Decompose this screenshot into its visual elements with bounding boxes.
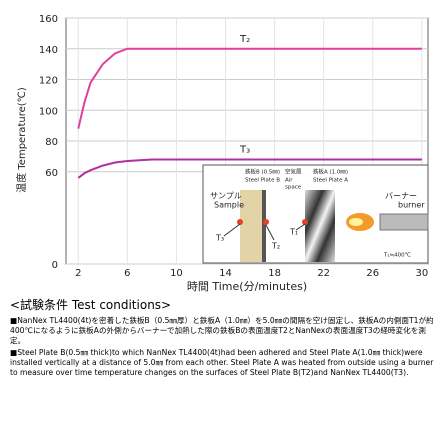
inset-label: space	[285, 185, 302, 191]
sensor-t2	[263, 219, 269, 225]
inset-label: T₃	[215, 234, 224, 243]
y-tick-label: 0	[52, 260, 58, 271]
x-tick-label: 18	[268, 268, 281, 279]
conditions-title: <試験条件 Test conditions>	[10, 298, 172, 312]
x-tick-label: 26	[366, 268, 379, 279]
plot-area: T₂ T₃	[77, 34, 422, 179]
x-axis-label: 時間 Time(分/minutes)	[187, 280, 307, 293]
pointer-lines	[223, 223, 306, 241]
inset-label: burner	[398, 201, 425, 210]
inset-label: 鉄板B (0.5㎜)	[245, 168, 280, 176]
condition-ja: NanNex TL4400(4t)を密着した鉄板B（0.5㎜厚）と鉄板A（1.0…	[10, 316, 434, 346]
inset-label: Steel Plate B	[245, 178, 280, 184]
inset-label: Steel Plate A	[313, 178, 348, 184]
y-tick-label: 80	[45, 137, 58, 148]
y-tick-label: 120	[39, 76, 58, 87]
inset-label: T₁≒400℃	[383, 252, 411, 259]
inset-label: T₁	[289, 228, 298, 237]
y-axis-label: 温度 Temperature(℃)	[15, 87, 28, 193]
steel-plate-a	[305, 190, 335, 262]
inset-label: バーナー	[385, 192, 417, 201]
x-tick-label: 2	[75, 268, 81, 279]
condition-en: Steel Plate B(0.5㎜ thick)to which NanNex…	[10, 348, 434, 378]
inset-label: Sample	[214, 201, 244, 210]
series-label: T₃	[239, 144, 250, 155]
y-tick-label: 60	[45, 168, 58, 179]
sensor-t1	[302, 219, 308, 225]
y-tick-label: 160	[39, 14, 58, 25]
series-label: T₂	[239, 34, 250, 45]
burner	[379, 213, 429, 231]
x-tick-label: 6	[124, 268, 130, 279]
flame-core	[349, 218, 363, 226]
sample-plate	[240, 190, 262, 262]
inset-label: T₂	[271, 242, 280, 251]
steel-plate-b	[262, 190, 266, 262]
inset-label: 空気層	[285, 168, 302, 176]
inset-label: Air	[285, 178, 293, 184]
series-line	[77, 158, 422, 179]
x-tick-label: 10	[170, 268, 183, 279]
series-line	[77, 47, 422, 129]
inset-label: 鉄板A (1.0㎜)	[313, 168, 348, 176]
test-conditions: <試験条件 Test conditions> NanNex TL4400(4t)…	[10, 296, 434, 380]
y-tick-label: 100	[39, 106, 58, 117]
x-tick-label: 30	[415, 268, 428, 279]
sensor-t3	[237, 219, 243, 225]
inset-label: サンプル	[210, 192, 242, 201]
grid	[66, 17, 428, 265]
x-tick-label: 22	[317, 268, 330, 279]
x-tick-label: 14	[219, 268, 232, 279]
y-tick-label: 140	[39, 45, 58, 56]
